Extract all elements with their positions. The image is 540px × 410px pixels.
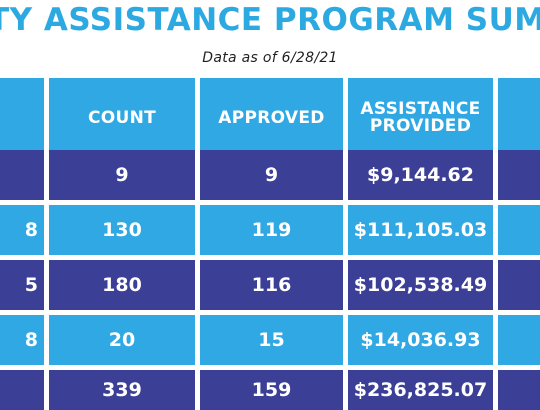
header-cell-assistance-provided: ASSISTANCE PROVIDED — [348, 78, 493, 158]
row-5-count: 339 — [49, 370, 195, 410]
page-title: TY ASSISTANCE PROGRAM SUMM — [0, 2, 540, 38]
header-cell-lead — [0, 78, 44, 158]
row-3-count: 180 — [49, 260, 195, 310]
row-3-provided: $102,538.49 — [348, 260, 493, 310]
header-cell-count: COUNT — [49, 78, 195, 158]
summary-table: COUNT APPROVED ASSISTANCE PROVIDED 9 9 $… — [0, 78, 540, 410]
row-2-lead: 8 — [0, 205, 44, 255]
data-date-subtitle: Data as of 6/28/21 — [202, 50, 338, 66]
row-2-approved: 119 — [200, 205, 343, 255]
row-4-trailing — [498, 315, 540, 365]
row-3-trailing — [498, 260, 540, 310]
row-1-approved: 9 — [200, 150, 343, 200]
row-4-provided: $14,036.93 — [348, 315, 493, 365]
row-4-lead: 8 — [0, 315, 44, 365]
row-2-count: 130 — [49, 205, 195, 255]
row-1-trailing — [498, 150, 540, 200]
row-5-trailing — [498, 370, 540, 410]
row-5-provided: $236,825.07 — [348, 370, 493, 410]
row-3-lead: 5 — [0, 260, 44, 310]
row-4-count: 20 — [49, 315, 195, 365]
header-cell-approved: APPROVED — [200, 78, 343, 158]
row-5-approved: 159 — [200, 370, 343, 410]
header-cell-trailing — [498, 78, 540, 158]
row-4-approved: 15 — [200, 315, 343, 365]
row-1-count: 9 — [49, 150, 195, 200]
row-2-provided: $111,105.03 — [348, 205, 493, 255]
page-title-wrap: TY ASSISTANCE PROGRAM SUMM — [0, 0, 540, 44]
row-3-approved: 116 — [200, 260, 343, 310]
row-1-lead — [0, 150, 44, 200]
row-5-lead — [0, 370, 44, 410]
row-2-trailing — [498, 205, 540, 255]
row-1-provided: $9,144.62 — [348, 150, 493, 200]
